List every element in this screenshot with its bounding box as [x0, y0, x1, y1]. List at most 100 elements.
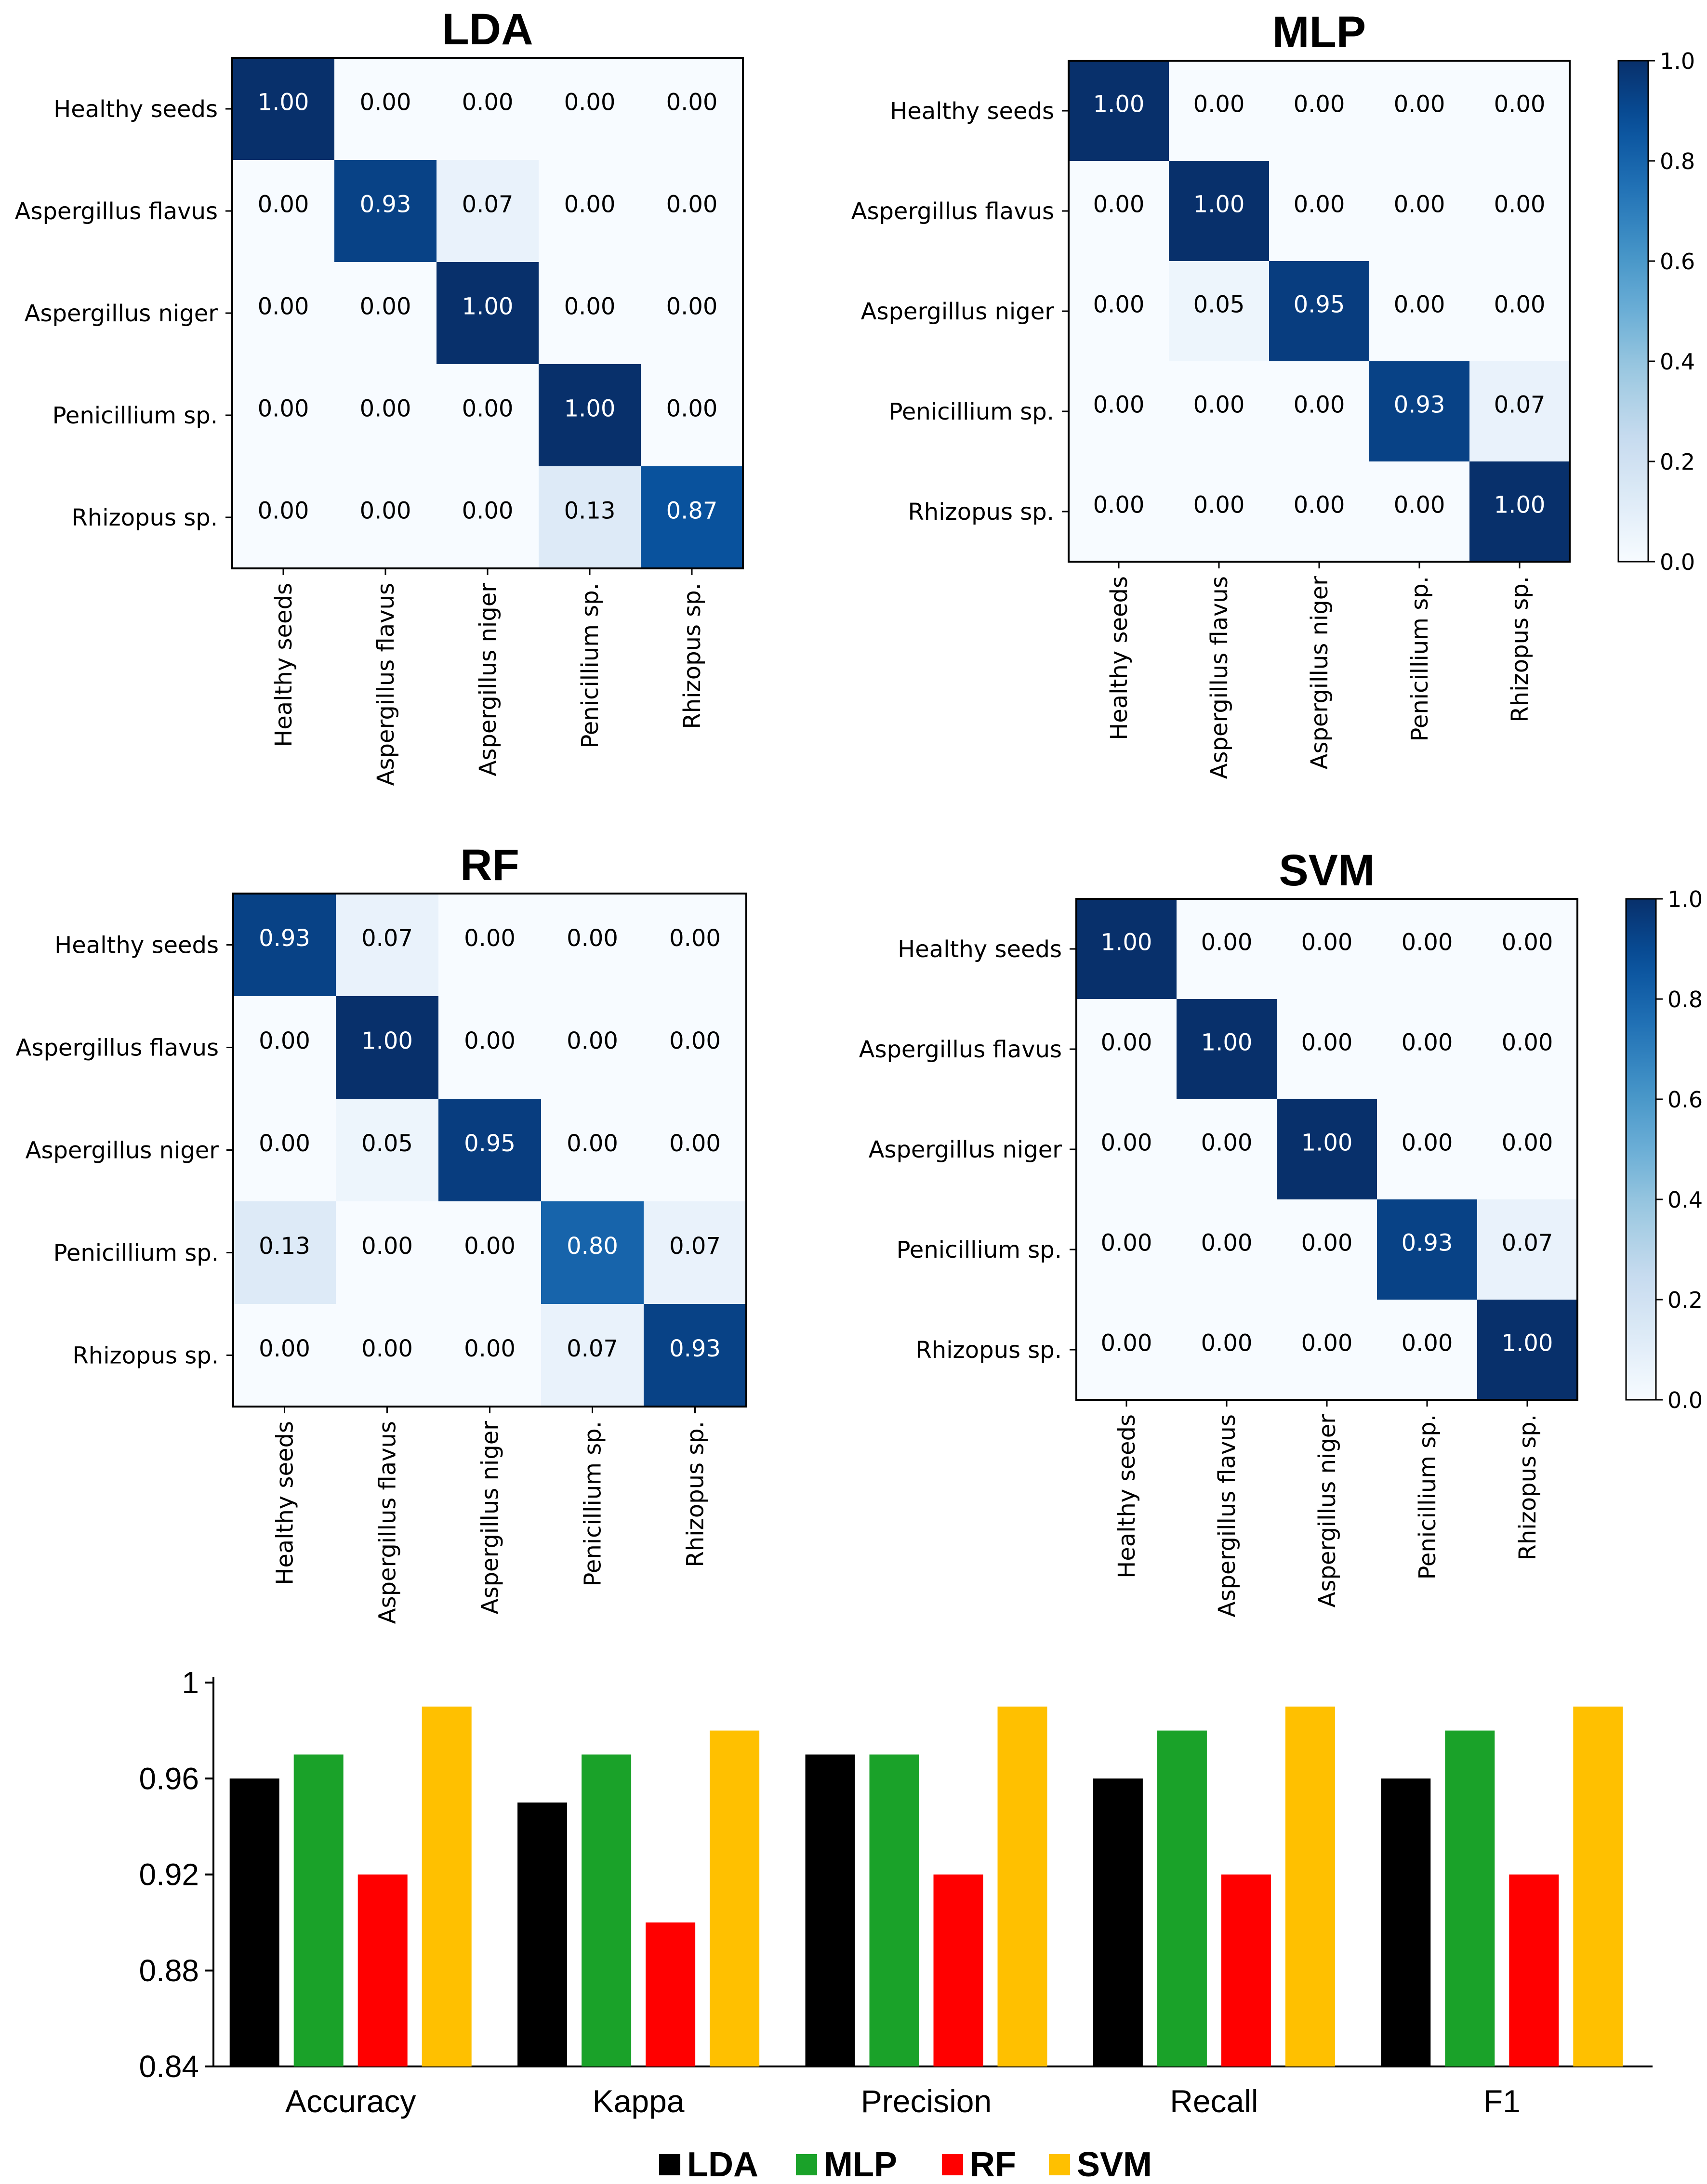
heatmap-cell	[1377, 999, 1478, 1100]
cell-value-label: 0.00	[464, 1335, 516, 1362]
heatmap-cell	[1377, 1300, 1478, 1400]
cell-value-label: 0.00	[669, 925, 721, 952]
cell-value-label: 0.00	[361, 1233, 413, 1260]
colorbar	[1617, 60, 1649, 563]
cell-value-label: 0.07	[669, 1233, 721, 1260]
confusion-matrix-svm: SVM 1.00 0.00 0.00 0.00 0.00 0.00 1.00 0.00 0.00 0…	[859, 846, 1703, 1617]
heatmap-cell	[641, 364, 743, 467]
metrics-bar-chart: 0.84 0.88 0.92 0.96 1 Accuracy Kappa Precision R…	[139, 1665, 1653, 2184]
heatmap-cell	[1377, 1199, 1478, 1300]
cell-value-label: 0.00	[1502, 929, 1553, 956]
colorbar-tick-label: 0.6	[1667, 1087, 1703, 1113]
heatmap-cell	[641, 58, 743, 160]
category-label: Accuracy	[285, 2083, 416, 2119]
cell-value-label: 0.93	[360, 191, 411, 218]
heatmap-cell	[1369, 161, 1470, 262]
heatmap-cell	[437, 466, 539, 569]
heatmap-cell	[1369, 361, 1470, 462]
heatmap-cell	[1177, 1199, 1277, 1300]
column-label: Aspergillus flavus	[1206, 576, 1233, 779]
column-label: Rhizopus sp.	[682, 1421, 709, 1567]
heatmap-cell	[1069, 261, 1169, 362]
heatmap-cell	[233, 894, 336, 997]
cell-value-label: 0.05	[361, 1130, 413, 1157]
legend-label: SVM	[1077, 2145, 1152, 2184]
legend-swatch	[942, 2154, 963, 2175]
colorbar-tick-label: 0.6	[1660, 249, 1695, 275]
column-label: Healthy seeds	[272, 1421, 299, 1585]
heatmap-cell	[437, 58, 539, 160]
row-label: Aspergillus flavus	[859, 1036, 1062, 1063]
heatmap-cell	[644, 1304, 747, 1407]
heatmap-cell	[1169, 261, 1270, 362]
bar-mlp	[1157, 1730, 1207, 2066]
heatmap-cell	[1469, 361, 1570, 462]
row-label: Aspergillus niger	[26, 1137, 219, 1164]
heatmap-cell	[1169, 61, 1270, 161]
cell-value-label: 1.00	[564, 395, 616, 422]
heatmap-cell	[1277, 1099, 1377, 1200]
heatmap-cell	[233, 996, 336, 1099]
heatmap-cell	[1469, 261, 1570, 362]
cell-value-label: 0.00	[1394, 191, 1445, 218]
bar-mlp	[293, 1754, 344, 2066]
heatmap-cell	[336, 996, 439, 1099]
heatmap-cell	[1177, 899, 1277, 1000]
bar-mlp	[869, 1754, 919, 2066]
heatmap-cell	[232, 466, 335, 569]
cell-value-label: 0.00	[1201, 929, 1253, 956]
colorbar	[1625, 898, 1657, 1401]
heatmap-cell	[1369, 61, 1470, 161]
cell-value-label: 0.00	[1294, 191, 1345, 218]
cell-value-label: 0.00	[564, 89, 616, 116]
cell-value-label: 0.13	[259, 1233, 310, 1260]
cell-value-label: 0.00	[1093, 492, 1145, 519]
heatmap-cell	[438, 1099, 542, 1202]
cell-value-label: 0.00	[669, 1130, 721, 1157]
colorbar-tick-label: 0.2	[1667, 1287, 1703, 1313]
heatmap-cell	[1169, 461, 1270, 562]
heatmap-cell	[1277, 1300, 1377, 1400]
cell-value-label: 0.13	[564, 497, 616, 524]
heatmap-cell	[1076, 1300, 1177, 1400]
cell-value-label: 0.07	[462, 191, 514, 218]
heatmap-cell	[1469, 461, 1570, 562]
column-label: Penicillium sp.	[1414, 1414, 1441, 1579]
heatmap-cell	[1277, 899, 1377, 1000]
cell-value-label: 0.00	[1301, 1230, 1353, 1257]
heatmap-cell	[438, 1201, 542, 1304]
y-tick-label: 0.92	[139, 1857, 199, 1892]
heatmap-cell	[232, 364, 335, 467]
colorbar-tick-label: 0.4	[1667, 1187, 1703, 1213]
category-label: Recall	[1170, 2083, 1258, 2119]
heatmap-cell	[232, 262, 335, 365]
column-label: Aspergillus flavus	[1214, 1414, 1241, 1617]
cell-value-label: 0.00	[1402, 1330, 1453, 1357]
heatmap-cell	[437, 160, 539, 263]
y-tick-label: 0.88	[139, 1953, 199, 1988]
bar-lda	[517, 1802, 568, 2066]
heatmap-cell	[1069, 161, 1169, 262]
row-label: Penicillium sp.	[897, 1237, 1062, 1263]
row-label: Aspergillus niger	[25, 300, 218, 327]
heatmap-cell	[336, 894, 439, 997]
category-label: F1	[1483, 2083, 1521, 2119]
colorbar-tick-label: 0.4	[1660, 349, 1695, 375]
heatmap-cell	[1269, 61, 1370, 161]
row-label: Healthy seeds	[54, 932, 219, 959]
cell-value-label: 0.00	[258, 293, 309, 320]
cell-value-label: 0.87	[666, 497, 718, 524]
chart-title: SVM	[1279, 846, 1375, 895]
heatmap-cell	[1076, 1199, 1177, 1300]
cell-value-label: 0.93	[259, 925, 310, 952]
heatmap-cell	[233, 1099, 336, 1202]
heatmap-cell	[1177, 1300, 1277, 1400]
heatmap-cell	[641, 262, 743, 365]
cell-value-label: 0.00	[1494, 191, 1546, 218]
cell-value-label: 0.00	[1502, 1130, 1553, 1157]
cell-value-label: 0.95	[464, 1130, 516, 1157]
heatmap-cell	[1169, 161, 1270, 262]
heatmap-cell	[334, 262, 437, 365]
column-label: Aspergillus niger	[1306, 576, 1333, 770]
